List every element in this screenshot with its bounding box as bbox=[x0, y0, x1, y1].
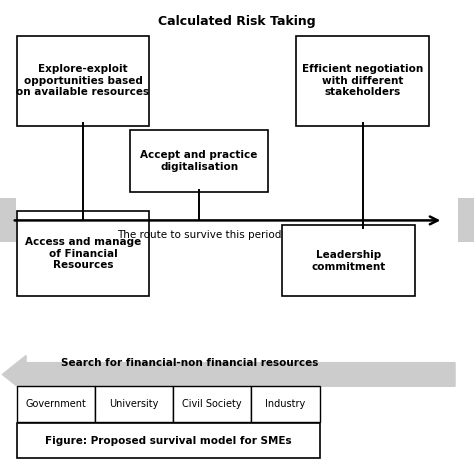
FancyBboxPatch shape bbox=[173, 386, 251, 422]
Text: Explore-exploit
opportunities based
on available resources: Explore-exploit opportunities based on a… bbox=[17, 64, 149, 97]
Text: Government: Government bbox=[25, 399, 86, 409]
Text: Search for financial-non financial resources: Search for financial-non financial resou… bbox=[61, 357, 318, 368]
FancyBboxPatch shape bbox=[282, 225, 415, 296]
Text: Industry: Industry bbox=[265, 399, 306, 409]
FancyBboxPatch shape bbox=[95, 386, 173, 422]
FancyBboxPatch shape bbox=[251, 386, 320, 422]
Bar bbox=[0, 198, 16, 242]
Text: Leadership
commitment: Leadership commitment bbox=[311, 250, 385, 272]
Text: Calculated Risk Taking: Calculated Risk Taking bbox=[158, 15, 316, 28]
Text: Efficient negotiation
with different
stakeholders: Efficient negotiation with different sta… bbox=[302, 64, 423, 97]
Text: Access and manage
of Financial
Resources: Access and manage of Financial Resources bbox=[25, 237, 141, 270]
FancyBboxPatch shape bbox=[296, 36, 429, 126]
FancyBboxPatch shape bbox=[17, 386, 95, 422]
Text: Figure: Proposed survival model for SMEs: Figure: Proposed survival model for SMEs bbox=[45, 436, 292, 446]
FancyArrow shape bbox=[2, 356, 455, 393]
Bar bbox=[458, 198, 474, 242]
Text: University: University bbox=[109, 399, 159, 409]
Text: Accept and practice
digitalisation: Accept and practice digitalisation bbox=[140, 150, 258, 172]
FancyBboxPatch shape bbox=[17, 423, 320, 458]
Text: Civil Society: Civil Society bbox=[182, 399, 242, 409]
FancyBboxPatch shape bbox=[17, 211, 149, 296]
Text: The route to survive this period: The route to survive this period bbox=[117, 229, 281, 240]
FancyBboxPatch shape bbox=[17, 36, 149, 126]
FancyBboxPatch shape bbox=[130, 130, 268, 192]
